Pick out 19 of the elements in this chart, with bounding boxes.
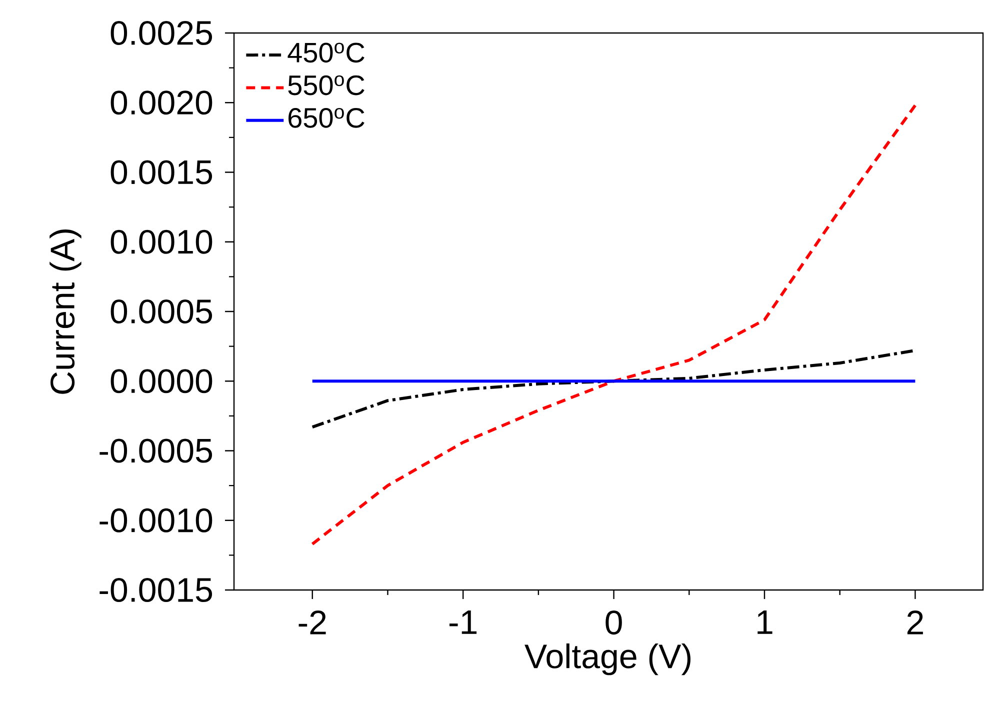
y-tick-label: 0.0015 (110, 160, 212, 184)
x-axis-title: Voltage (V) (524, 643, 690, 676)
legend-label: 650$^{o}$C (288, 108, 364, 128)
x-tick-label: 2 (907, 610, 923, 634)
legend-label: 450$^{o}$C (288, 42, 364, 63)
legend-label: 550$^{o}$C (288, 75, 364, 96)
y-tick-label: 0.0005 (110, 299, 212, 324)
y-tick-label: -0.0005 (100, 438, 212, 463)
y-tick-label: 0.0010 (110, 230, 212, 254)
x-tick-label: -1 (449, 610, 477, 634)
y-tick-label: -0.0010 (100, 508, 212, 532)
x-tick-label: 0 (606, 610, 622, 635)
y-axis-title: Current (A) (50, 230, 82, 394)
y-tick-label: -0.0015 (100, 578, 212, 602)
y-tick-label: 0.0000 (110, 369, 212, 394)
x-tick-label: -2 (298, 610, 326, 634)
y-tick-label: 0.0020 (110, 90, 212, 115)
y-tick-label: 0.0025 (110, 20, 212, 46)
x-tick-label: 1 (758, 610, 772, 634)
